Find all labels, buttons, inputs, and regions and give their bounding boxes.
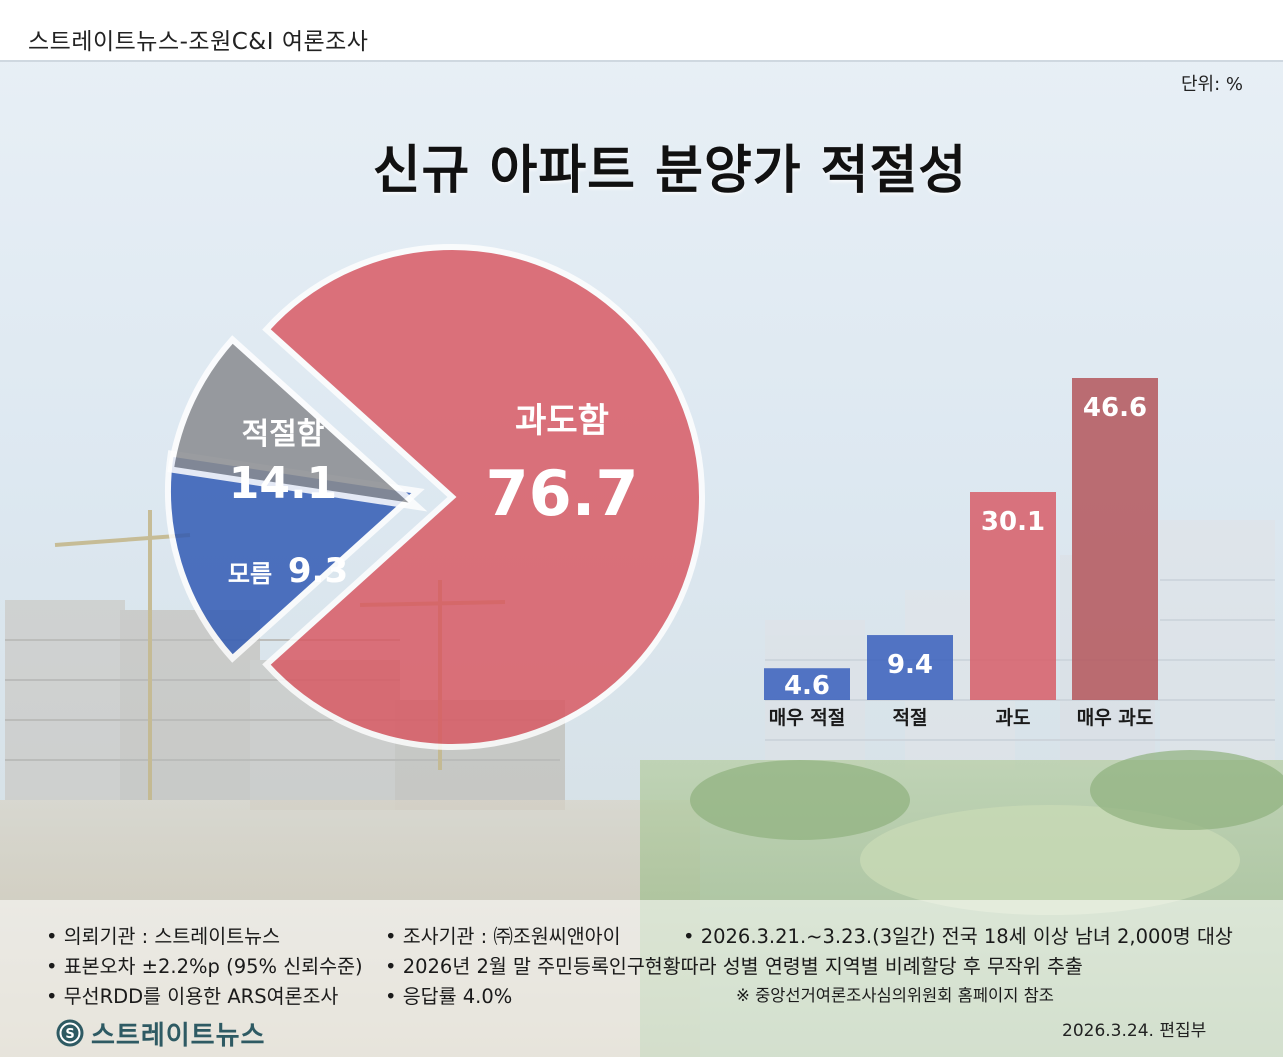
note-response-rate: • 응답률 4.0%	[385, 985, 513, 1008]
bar-very-excessive-value: 46.6	[1083, 393, 1147, 423]
note-error: • 표본오차 ±2.2%p (95% 신뢰수준)	[46, 955, 363, 978]
pie-value-excessive: 76.7	[486, 457, 639, 530]
pie-slice-appropriate	[165, 450, 425, 663]
bar-very-excessive	[1072, 378, 1158, 700]
pie-label-unknown: 모름	[228, 560, 272, 588]
note-method: • 무선RDD를 이용한 ARS여론조사	[46, 985, 339, 1008]
page-title: 신규 아파트 분양가 적절성	[372, 141, 968, 201]
bar-appropriate	[867, 635, 953, 700]
pie-label-appropriate: 적절함	[242, 417, 325, 452]
pie-value-unknown: 9.3	[288, 551, 348, 591]
logo-text: 스트레이트뉴스	[91, 1020, 266, 1051]
publish-date: 2026.3.24. 편집부	[1062, 1021, 1207, 1041]
pie-slice-excessive	[262, 244, 705, 750]
brand-logo: S 스트레이트뉴스	[55, 1016, 266, 1051]
note-reference: ※ 중앙선거여론조사심의위원회 홈페이지 참조	[736, 986, 1054, 1005]
bar-very-excessive-label: 매우 과도	[1077, 707, 1154, 729]
note-period: • 2026.3.21.~3.23.(3일간) 전국 18세 이상 남녀 2,0…	[683, 925, 1233, 948]
bar-appropriate-label: 적절	[893, 707, 928, 729]
survey-notes: • 의뢰기관 : 스트레이트뉴스 • 조사기관 : ㈜조원씨앤아이 • 2026…	[46, 920, 1266, 1010]
svg-text:S: S	[65, 1027, 74, 1042]
pie-value-appropriate: 14.1	[229, 458, 338, 509]
bar-excessive-label: 과도	[996, 707, 1031, 729]
bar-excessive	[970, 492, 1056, 700]
note-client: • 의뢰기관 : 스트레이트뉴스	[46, 925, 281, 948]
bar-appropriate-value: 9.4	[887, 650, 933, 680]
unit-label: 단위: %	[1180, 74, 1243, 95]
bar-excessive-value: 30.1	[981, 507, 1045, 537]
bar-very-appropriate	[764, 668, 850, 700]
pie-slice-unknown	[167, 335, 428, 512]
note-sampling: • 2026년 2월 말 주민등록인구현황따라 성별 연령별 지역별 비례할당 …	[385, 955, 1083, 978]
header-bar	[0, 0, 1283, 62]
note-agency: • 조사기관 : ㈜조원씨앤아이	[385, 925, 621, 948]
pie-label-excessive: 과도함	[515, 401, 609, 441]
bar-very-appropriate-value: 4.6	[784, 671, 830, 701]
bar-very-appropriate-label: 매우 적절	[769, 707, 846, 729]
straight-news-logo-icon: S	[56, 1019, 84, 1047]
source-header: 스트레이트뉴스-조원C&I 여론조사	[28, 29, 369, 55]
